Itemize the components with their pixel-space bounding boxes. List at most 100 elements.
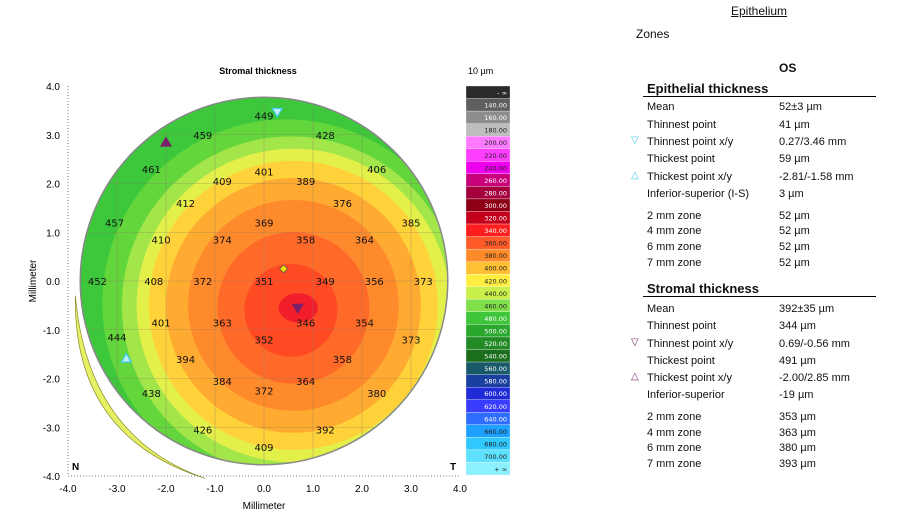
- epithelial-row-marker-icon: △: [631, 170, 639, 181]
- y-tick-label: 3.0: [46, 131, 60, 142]
- thickness-value: 363: [213, 318, 232, 329]
- x-tick-label: 2.0: [355, 484, 369, 495]
- scale-unit-label: 10 µm: [468, 66, 493, 76]
- scale-step-label: - ∞: [497, 89, 507, 97]
- epithelial-thickest-marker-icon: [120, 352, 133, 363]
- thickness-value: 352: [254, 336, 273, 347]
- scale-step-label: 480.00: [484, 315, 507, 323]
- thickness-value: 438: [142, 389, 161, 400]
- x-tick-label: 0.0: [257, 484, 271, 495]
- scale-step-label: 600.00: [484, 390, 507, 398]
- stromal-row-value: 392±35 µm: [779, 303, 835, 315]
- x-tick-label: -2.0: [157, 484, 175, 495]
- stromal-thickest-marker-icon: [159, 136, 173, 147]
- thickness-value: 364: [296, 377, 315, 388]
- thickness-value: 373: [401, 336, 420, 347]
- scale-step-label: 460.00: [484, 302, 507, 310]
- thickness-value: 384: [213, 377, 232, 388]
- epithelial-row-label: Mean: [647, 101, 675, 113]
- stromal-row-marker-icon: ▽: [631, 337, 639, 348]
- thickness-value: 346: [296, 318, 315, 329]
- thickness-value: 364: [355, 236, 374, 247]
- epithelial-row-label: 7 mm zone: [647, 257, 702, 269]
- thickness-value: 372: [193, 277, 212, 288]
- scale-step-label: 280.00: [484, 189, 507, 197]
- x-axis-label: Millimeter: [243, 501, 286, 512]
- scale-step-label: 240.00: [484, 164, 507, 172]
- scale-step-label: 300.00: [484, 202, 507, 210]
- thickness-value: 354: [355, 318, 374, 329]
- tab-epithelium[interactable]: Epithelium: [731, 4, 788, 18]
- eye-label: OS: [779, 61, 797, 75]
- scale-step-label: 420.00: [484, 277, 507, 285]
- scale-step: [465, 462, 511, 476]
- stromal-row-label: Inferior-superior: [647, 389, 725, 401]
- chart-title: Stromal thickness: [219, 66, 297, 76]
- stromal-row-label: 4 mm zone: [647, 427, 702, 439]
- epithelial-thinnest-marker-icon: [271, 107, 284, 119]
- epithelial-row-label: Inferior-superior (I-S): [647, 188, 750, 200]
- epithelial-row-label: 4 mm zone: [647, 225, 702, 237]
- stromal-row-marker-icon: △: [631, 371, 639, 382]
- scale-step-label: 220.00: [484, 152, 507, 160]
- scale-step-label: 620.00: [484, 403, 507, 411]
- y-axis-label: Millimeter: [28, 259, 39, 302]
- scale-step-label: 660.00: [484, 428, 507, 436]
- epithelial-row-value: 59 µm: [779, 153, 810, 165]
- stromal-row-value: 393 µm: [779, 458, 816, 470]
- epithelial-row-label: Thinnest point: [647, 119, 717, 131]
- thickness-value: 449: [254, 111, 273, 122]
- scale-step-label: 340.00: [484, 227, 507, 235]
- epithelial-row-value: 52 µm: [779, 257, 810, 269]
- thickness-value: 356: [365, 277, 384, 288]
- stromal-row-value: 380 µm: [779, 442, 816, 454]
- epithelial-row-label: Thickest point: [647, 153, 715, 165]
- stromal-row-label: 7 mm zone: [647, 458, 702, 470]
- thickness-value: 351: [254, 277, 273, 288]
- y-tick-label: -2.0: [43, 375, 61, 386]
- y-tick-label: -3.0: [43, 423, 61, 434]
- thickness-value: 406: [367, 165, 386, 176]
- y-tick-label: -1.0: [43, 326, 61, 337]
- thickness-value: 349: [316, 277, 335, 288]
- y-tick-label: -4.0: [43, 472, 61, 483]
- scale-step-label: 400.00: [484, 265, 507, 273]
- scale-step-label: 200.00: [484, 139, 507, 147]
- stromal-row-label: Thinnest point x/y: [647, 338, 734, 350]
- scale-step-label: 320.00: [484, 215, 507, 223]
- epithelial-row-value: 0.27/3.46 mm: [779, 136, 847, 148]
- stromal-row-value: 344 µm: [779, 320, 816, 332]
- thickness-value: 376: [333, 199, 352, 210]
- thickness-value: 408: [144, 277, 163, 288]
- y-tick-label: 0.0: [46, 277, 60, 288]
- stromal-row-label: Mean: [647, 303, 675, 315]
- thickness-value: 428: [316, 131, 335, 142]
- scale-step-label: 380.00: [484, 252, 507, 260]
- stromal-row-label: 2 mm zone: [647, 411, 702, 423]
- thickness-value: 444: [107, 333, 126, 344]
- thickness-value: 409: [213, 177, 232, 188]
- scale-step-label: 520.00: [484, 340, 507, 348]
- stromal-thinnest-marker-icon: [291, 303, 304, 314]
- thickness-value: 385: [401, 219, 420, 230]
- epithelial-row-value: 52 µm: [779, 225, 810, 237]
- scale-step-label: 700.00: [484, 453, 507, 461]
- x-tick-label: -4.0: [59, 484, 77, 495]
- thickness-value: 358: [333, 355, 352, 366]
- disc-outline: [79, 96, 449, 466]
- scale-step-label: 160.00: [484, 114, 507, 122]
- y-tick-label: 4.0: [46, 82, 60, 93]
- scale-step-label: 260.00: [484, 177, 507, 185]
- x-tick-label: 4.0: [453, 484, 467, 495]
- epithelial-row-label: Thinnest point x/y: [647, 136, 734, 148]
- scale-step-label: 360.00: [484, 240, 507, 248]
- lid-crescent: [74, 295, 206, 479]
- thickness-value: 394: [176, 355, 195, 366]
- stromal-row-value: 491 µm: [779, 355, 816, 367]
- nasal-label: N: [72, 462, 79, 473]
- epithelial-row-value: 52±3 µm: [779, 101, 822, 113]
- stromal-row-value: -2.00/2.85 mm: [779, 372, 850, 384]
- thickness-value: 392: [316, 426, 335, 437]
- scale-step-label: 180.00: [484, 127, 507, 135]
